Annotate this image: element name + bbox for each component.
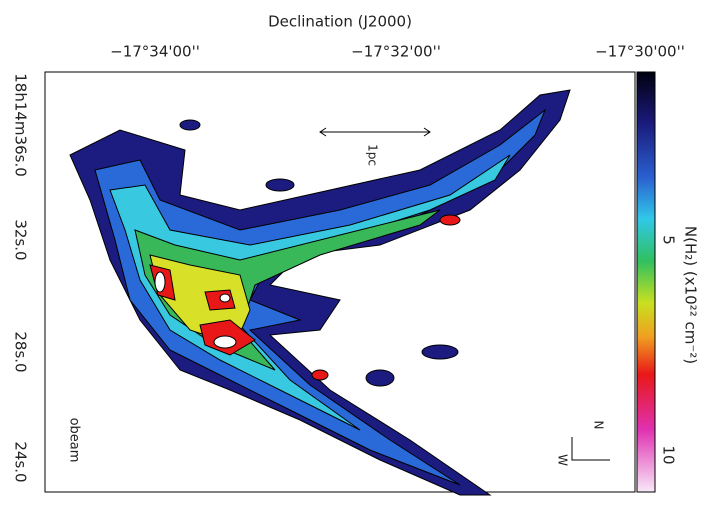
left-tick-label: 24s.0 xyxy=(12,441,30,482)
top-tick-label: −17°34'00'' xyxy=(110,43,200,61)
scale-arrows xyxy=(319,127,431,137)
compass-west: W xyxy=(556,454,570,466)
compass-north: N xyxy=(592,421,606,430)
left-tick-label: 28s.0 xyxy=(12,331,30,372)
axis-title: Declination (J2000) xyxy=(268,13,412,31)
top-tick-label: −17°32'00'' xyxy=(351,43,441,61)
colorbar xyxy=(636,71,656,493)
left-tick-label: 18h14m36s.0 xyxy=(12,73,30,177)
beam-label: obeam xyxy=(67,418,82,463)
scale-label: 1pc xyxy=(366,144,380,166)
left-tick-label: 32s.0 xyxy=(12,219,30,260)
filament-map xyxy=(69,89,571,496)
top-tick-label: −17°30'00'' xyxy=(595,43,685,61)
compass xyxy=(571,437,610,461)
colorbar-label: N(H₂) (x10²² cm⁻²) xyxy=(682,226,700,364)
colorbar-tick-label: 10 xyxy=(660,445,678,464)
colorbar-tick-label: 5 xyxy=(660,235,678,245)
